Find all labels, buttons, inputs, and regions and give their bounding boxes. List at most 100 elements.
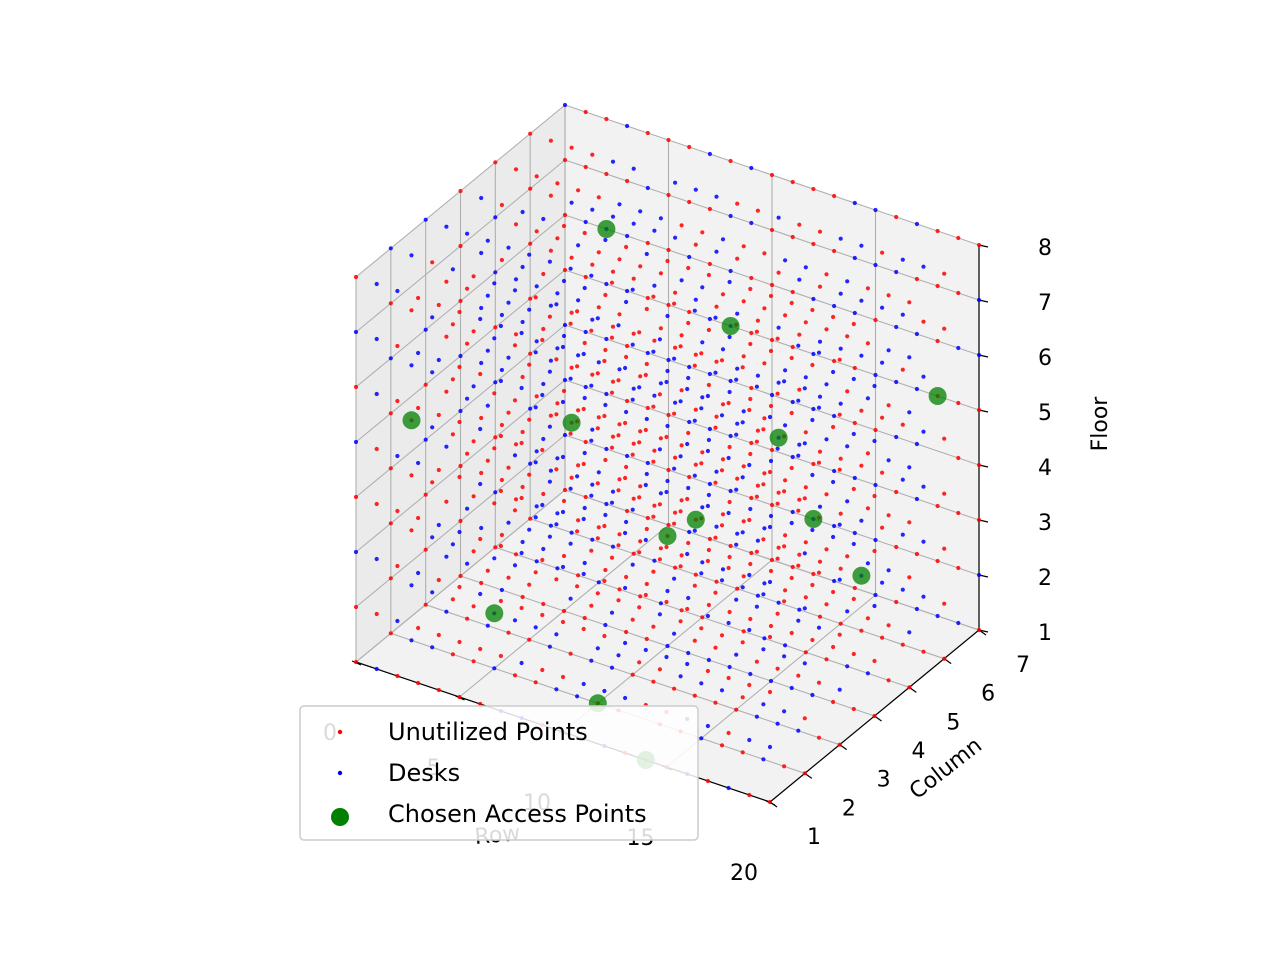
desk-point	[609, 665, 615, 670]
unutilized-point	[450, 597, 455, 602]
desk-point	[859, 298, 864, 303]
desk-point	[512, 563, 518, 568]
unutilized-point	[610, 324, 616, 329]
unutilized-point	[395, 343, 400, 349]
desk-point	[631, 386, 636, 391]
desk-point	[776, 215, 781, 220]
desk-point	[859, 518, 864, 523]
desk-point	[506, 355, 511, 360]
unutilized-point	[604, 171, 609, 177]
desk-point	[520, 319, 525, 325]
desk-point	[802, 441, 807, 446]
unutilized-point	[409, 308, 414, 313]
unutilized-point	[769, 172, 775, 178]
unutilized-point	[762, 471, 767, 476]
unutilized-point	[894, 544, 899, 550]
desk-point	[907, 410, 912, 415]
unutilized-point	[416, 295, 421, 301]
desk-point	[423, 327, 428, 332]
unutilized-point	[789, 300, 794, 306]
desk-point	[678, 454, 683, 459]
unutilized-point	[719, 468, 725, 473]
desk-point	[880, 360, 885, 365]
desk-point	[767, 579, 773, 585]
unutilized-point	[935, 338, 940, 344]
desk-point	[485, 293, 490, 298]
unutilized-point	[768, 293, 774, 299]
z-tick-label: 8	[1038, 236, 1052, 261]
desk-point	[894, 434, 899, 440]
unutilized-point	[907, 520, 912, 525]
unutilized-point	[602, 578, 607, 584]
unutilized-point	[775, 611, 780, 616]
unutilized-point	[685, 606, 690, 612]
unutilized-point	[528, 296, 533, 301]
desk-point	[713, 370, 718, 375]
desk-point	[602, 688, 607, 694]
unutilized-point	[693, 242, 698, 247]
unutilized-point	[388, 576, 393, 581]
desk-point	[638, 209, 643, 214]
legend-label-desks: Desks	[388, 759, 460, 787]
desk-point	[485, 403, 490, 408]
unutilized-point	[851, 321, 856, 327]
desk-point	[479, 525, 484, 531]
unutilized-point	[617, 477, 622, 482]
unutilized-point	[768, 348, 774, 354]
desk-point	[562, 102, 568, 108]
unutilized-point	[465, 286, 470, 291]
unutilized-point	[824, 602, 829, 607]
desk-point	[783, 643, 788, 648]
unutilized-point	[956, 455, 961, 461]
unutilized-point	[595, 371, 600, 376]
desk-point	[465, 396, 470, 401]
desk-point	[604, 501, 609, 507]
desk-point	[416, 460, 421, 466]
unutilized-point	[519, 495, 524, 501]
unutilized-point	[735, 586, 740, 591]
unutilized-point	[700, 450, 705, 455]
unutilized-point	[831, 699, 836, 705]
desk-point	[747, 627, 752, 633]
unutilized-point	[652, 503, 657, 508]
desk-point	[768, 458, 774, 464]
desk-point	[547, 644, 553, 649]
unutilized-point	[831, 424, 836, 430]
unutilized-point	[638, 429, 643, 434]
desk-point	[631, 221, 636, 226]
unutilized-point	[789, 465, 794, 471]
unutilized-point	[767, 799, 773, 805]
unutilized-point	[783, 478, 788, 483]
desk-point	[727, 664, 732, 670]
desk-point	[664, 379, 669, 385]
unutilized-point	[493, 435, 498, 440]
y-tick-label: 2	[842, 796, 856, 821]
unutilized-point	[493, 160, 498, 165]
unutilized-point	[865, 286, 871, 291]
desk-point	[457, 529, 462, 535]
unutilized-point	[562, 487, 568, 493]
desk-point	[590, 207, 595, 212]
desk-point	[478, 426, 483, 432]
unutilized-point	[450, 322, 455, 327]
desk-point	[512, 453, 518, 458]
unutilized-point	[796, 508, 801, 513]
desk-point	[851, 541, 856, 547]
desk-point	[652, 393, 657, 398]
desk-point	[720, 567, 726, 572]
unutilized-point	[658, 271, 664, 276]
unutilized-point	[914, 276, 920, 282]
desk-point	[492, 281, 497, 286]
unutilized-point	[783, 533, 788, 538]
desk-point	[519, 660, 524, 666]
desk-point	[576, 298, 581, 303]
unutilized-point	[769, 502, 775, 508]
desk-point	[547, 534, 553, 539]
desk-point	[693, 297, 698, 302]
desk-point	[596, 470, 601, 475]
desk-point	[714, 524, 719, 529]
unutilized-point	[506, 410, 511, 415]
desk-point	[625, 123, 630, 129]
desk-point	[687, 364, 692, 370]
